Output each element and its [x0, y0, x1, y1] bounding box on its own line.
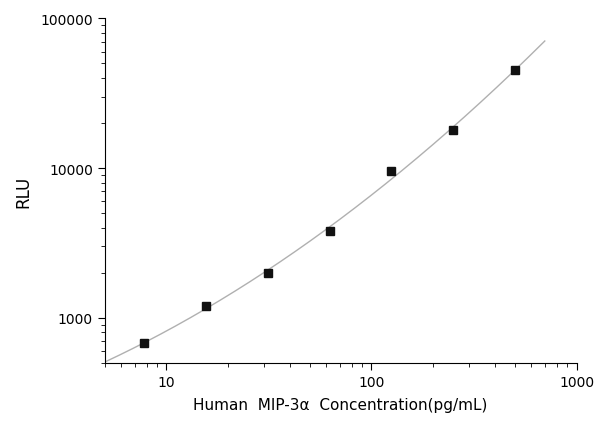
- X-axis label: Human  MIP-3α  Concentration(pg/mL): Human MIP-3α Concentration(pg/mL): [193, 397, 488, 412]
- Y-axis label: RLU: RLU: [14, 175, 32, 207]
